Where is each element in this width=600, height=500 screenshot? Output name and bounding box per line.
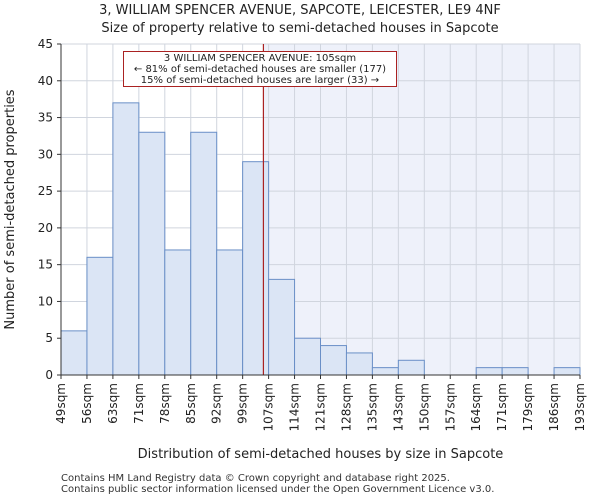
bar-71sqm [138, 131, 166, 376]
x-tick-label-143sqm: 143sqm [391, 383, 405, 431]
y-tick-label-20: 20 [38, 221, 53, 235]
y-axis-label: Number of semi-detached properties [3, 89, 18, 329]
y-tick-label-40: 40 [38, 74, 53, 88]
annotation-line-1: 3 WILLIAM SPENCER AVENUE: 105sqm [163, 53, 357, 64]
x-tick-label-63sqm: 63sqm [106, 383, 120, 424]
footer-line-1: Contains HM Land Registry data © Crown c… [61, 473, 450, 484]
x-tick-label-179sqm: 179sqm [521, 383, 535, 431]
x-tick-label-56sqm: 56sqm [80, 383, 94, 424]
x-tick-label-92sqm: 92sqm [210, 383, 224, 424]
bar-135sqm [371, 367, 399, 376]
x-tick-label-107sqm: 107sqm [262, 383, 276, 431]
x-tick-label-114sqm: 114sqm [288, 383, 302, 431]
annotation-box: 3 WILLIAM SPENCER AVENUE: 105sqm ← 81% o… [123, 51, 397, 87]
bar-99sqm [242, 161, 270, 376]
y-tick-label-30: 30 [38, 147, 53, 161]
x-tick-label-157sqm: 157sqm [443, 383, 457, 431]
bar-56sqm [86, 256, 114, 376]
x-tick-label-121sqm: 121sqm [314, 383, 328, 431]
bar-63sqm [112, 102, 140, 376]
highlight-region [263, 44, 580, 375]
x-tick-label-135sqm: 135sqm [365, 383, 379, 431]
chart-subtitle: Size of property relative to semi-detach… [101, 21, 499, 36]
y-tick-label-10: 10 [38, 294, 53, 308]
bar-128sqm [345, 352, 373, 376]
x-tick-label-71sqm: 71sqm [132, 383, 146, 424]
x-tick-label-186sqm: 186sqm [547, 383, 561, 431]
annotation-line-2: ← 81% of semi-detached houses are smalle… [133, 64, 387, 75]
y-tick-label-5: 5 [45, 331, 53, 345]
bar-171sqm [501, 367, 529, 376]
annotation-line-3: 15% of semi-detached houses are larger (… [140, 75, 380, 86]
x-tick-label-164sqm: 164sqm [469, 383, 483, 431]
bar-107sqm [268, 278, 296, 376]
y-tick-label-35: 35 [38, 111, 53, 125]
x-tick-label-128sqm: 128sqm [339, 383, 353, 431]
y-tick-label-45: 45 [38, 37, 53, 51]
x-tick-label-193sqm: 193sqm [573, 383, 587, 431]
x-tick-label-85sqm: 85sqm [184, 383, 198, 424]
x-tick-label-171sqm: 171sqm [495, 383, 509, 431]
bar-49sqm [60, 330, 88, 376]
y-tick-label-15: 15 [38, 258, 53, 272]
bar-92sqm [216, 249, 244, 376]
bar-121sqm [320, 345, 347, 376]
bar-143sqm [397, 359, 425, 376]
bar-164sqm [475, 367, 503, 376]
x-tick-label-49sqm: 49sqm [54, 383, 68, 424]
chart-title: 3, WILLIAM SPENCER AVENUE, SAPCOTE, LEIC… [99, 3, 501, 18]
bar-114sqm [294, 337, 321, 376]
bar-186sqm [553, 367, 581, 376]
y-tick-label-0: 0 [45, 368, 53, 382]
x-tick-label-99sqm: 99sqm [236, 383, 250, 424]
bar-85sqm [190, 131, 218, 376]
x-axis-label: Distribution of semi-detached houses by … [138, 447, 504, 462]
x-tick-label-150sqm: 150sqm [417, 383, 431, 431]
bar-78sqm [164, 249, 192, 376]
footer-line-2: Contains public sector information licen… [61, 484, 495, 495]
x-tick-label-78sqm: 78sqm [158, 383, 172, 424]
y-tick-label-25: 25 [38, 184, 53, 198]
